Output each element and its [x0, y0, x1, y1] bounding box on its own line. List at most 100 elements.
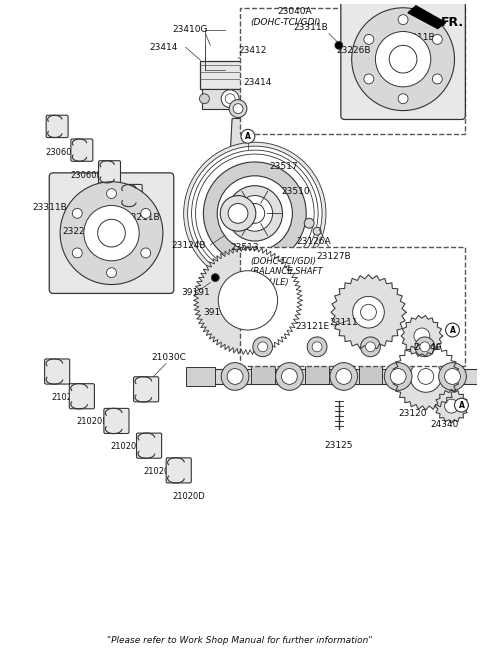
Text: (DOHC-TCI/GDI): (DOHC-TCI/GDI): [250, 18, 320, 26]
Text: 39191: 39191: [181, 288, 210, 297]
Circle shape: [211, 273, 219, 281]
Circle shape: [415, 337, 435, 357]
Text: 23311B: 23311B: [33, 203, 68, 212]
FancyBboxPatch shape: [104, 408, 129, 434]
Bar: [268, 24, 406, 75]
Text: 23121E: 23121E: [295, 322, 329, 330]
Circle shape: [218, 271, 277, 330]
Circle shape: [330, 363, 358, 391]
Circle shape: [107, 267, 117, 277]
Text: 23211B: 23211B: [401, 33, 435, 42]
FancyBboxPatch shape: [166, 458, 191, 483]
Circle shape: [312, 342, 322, 352]
Circle shape: [227, 186, 283, 241]
Bar: [186, 367, 216, 387]
Circle shape: [360, 305, 376, 320]
Text: A: A: [245, 132, 251, 141]
Circle shape: [251, 94, 261, 104]
Text: 23120: 23120: [399, 408, 427, 418]
Polygon shape: [401, 316, 443, 356]
Circle shape: [250, 159, 266, 175]
Circle shape: [414, 328, 430, 344]
Circle shape: [228, 203, 248, 223]
Text: 23410G: 23410G: [173, 25, 208, 34]
Bar: [203, 89, 258, 109]
Circle shape: [253, 337, 273, 357]
Text: 23517: 23517: [270, 162, 298, 171]
Circle shape: [72, 209, 82, 218]
Circle shape: [420, 342, 430, 352]
Circle shape: [200, 94, 209, 104]
Text: 23040A: 23040A: [277, 7, 312, 17]
FancyBboxPatch shape: [136, 433, 162, 458]
Circle shape: [245, 203, 264, 223]
Circle shape: [444, 399, 458, 413]
Circle shape: [217, 176, 292, 251]
Text: 21020D: 21020D: [110, 442, 143, 451]
Circle shape: [432, 74, 442, 84]
Circle shape: [241, 129, 255, 143]
Bar: [305, 345, 329, 385]
Text: (DOHC-TCI/GDI)
(BALANCE SHAFT
MODULE): (DOHC-TCI/GDI) (BALANCE SHAFT MODULE): [250, 257, 323, 287]
Circle shape: [353, 297, 384, 328]
Text: 21020D: 21020D: [143, 467, 176, 476]
Polygon shape: [220, 118, 256, 213]
Circle shape: [307, 337, 327, 357]
Circle shape: [418, 369, 434, 385]
Circle shape: [352, 8, 455, 111]
Circle shape: [398, 15, 408, 24]
Text: 23311B: 23311B: [294, 23, 328, 32]
Bar: [359, 345, 383, 385]
Circle shape: [335, 42, 343, 49]
Circle shape: [84, 205, 139, 261]
Text: 23124B: 23124B: [171, 240, 206, 250]
Circle shape: [276, 363, 303, 391]
Circle shape: [76, 219, 84, 227]
Circle shape: [398, 94, 408, 104]
Circle shape: [220, 195, 256, 231]
Circle shape: [364, 74, 374, 84]
Bar: [205, 369, 480, 385]
Circle shape: [107, 189, 117, 199]
Circle shape: [227, 369, 243, 385]
Bar: [240, 247, 466, 365]
Polygon shape: [435, 389, 468, 423]
Circle shape: [221, 363, 249, 391]
Circle shape: [375, 32, 431, 87]
FancyBboxPatch shape: [69, 384, 95, 409]
Text: 39190A: 39190A: [203, 308, 238, 316]
Ellipse shape: [252, 83, 268, 111]
Circle shape: [233, 104, 243, 114]
Text: 23125: 23125: [324, 441, 353, 450]
FancyBboxPatch shape: [45, 359, 70, 384]
Circle shape: [445, 323, 459, 337]
Polygon shape: [331, 275, 406, 350]
Text: 21020D: 21020D: [76, 418, 108, 426]
FancyBboxPatch shape: [49, 173, 174, 293]
Text: A: A: [458, 401, 464, 410]
Circle shape: [195, 154, 314, 273]
Text: 21030C: 21030C: [151, 354, 186, 362]
Text: 23111: 23111: [329, 318, 358, 326]
Circle shape: [384, 363, 412, 391]
Text: 23126A: 23126A: [297, 236, 332, 246]
Circle shape: [141, 248, 151, 258]
Circle shape: [313, 227, 321, 235]
Polygon shape: [193, 246, 302, 355]
Text: 23127B: 23127B: [317, 252, 351, 261]
Text: 23513: 23513: [230, 244, 259, 252]
Text: A: A: [450, 326, 456, 334]
FancyBboxPatch shape: [341, 0, 466, 119]
Text: 23412: 23412: [239, 46, 267, 55]
Circle shape: [360, 337, 380, 357]
Text: 23060B: 23060B: [45, 148, 78, 157]
Text: 23226B: 23226B: [336, 46, 371, 55]
Circle shape: [366, 342, 375, 352]
FancyBboxPatch shape: [71, 139, 93, 162]
Circle shape: [184, 142, 326, 285]
FancyBboxPatch shape: [46, 115, 68, 138]
Text: 23226B: 23226B: [62, 226, 97, 236]
Text: 23414: 23414: [150, 43, 178, 52]
Bar: [201, 61, 260, 89]
Circle shape: [192, 150, 318, 277]
